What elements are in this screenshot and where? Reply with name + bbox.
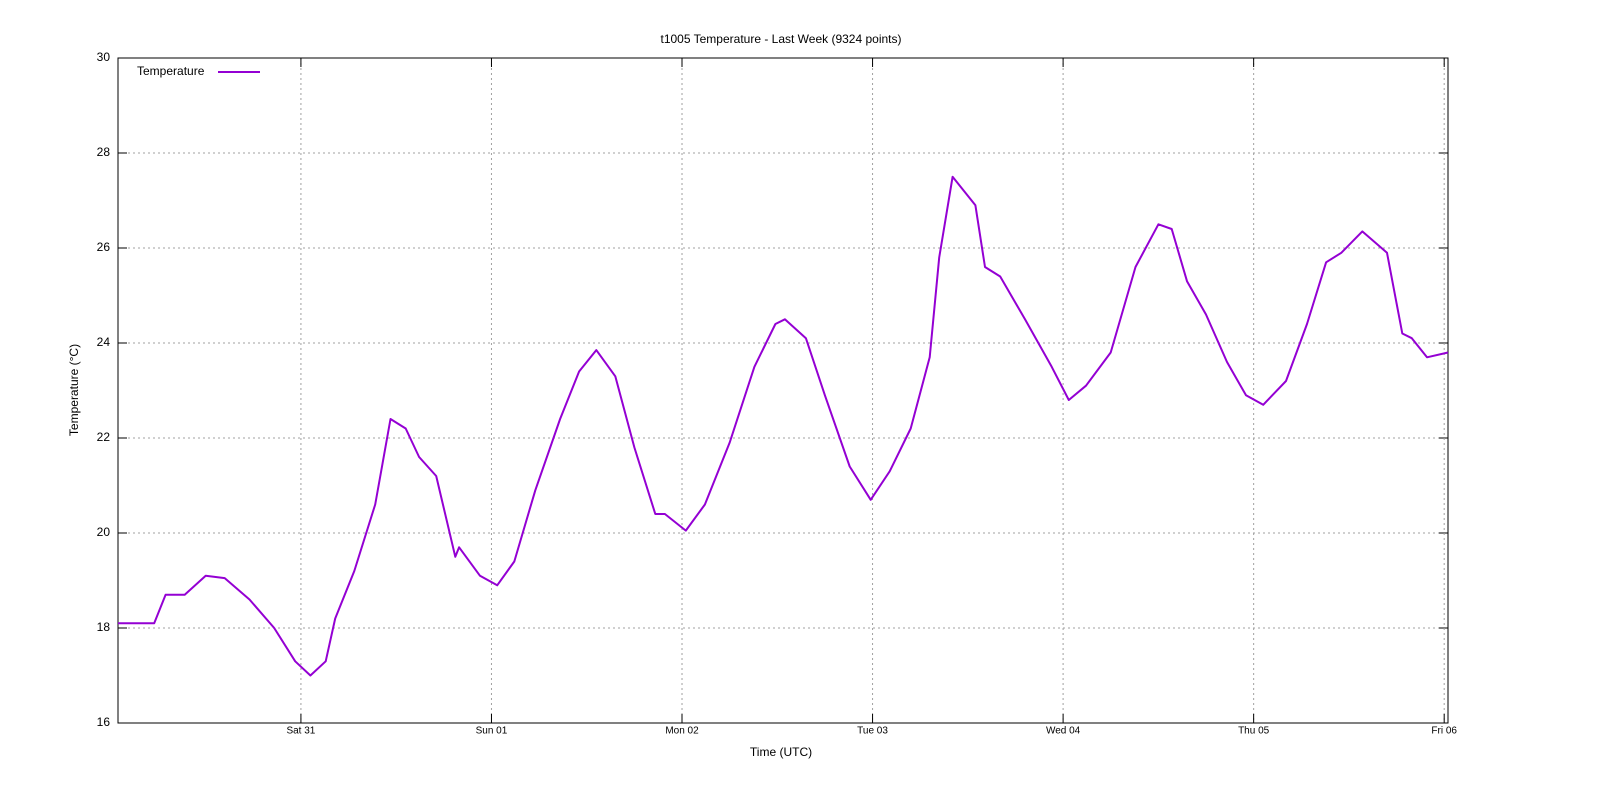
x-tick-label: Tue 03 <box>857 726 888 737</box>
chart-title: t1005 Temperature - Last Week (9324 poin… <box>660 32 901 46</box>
plot-border <box>117 57 1449 724</box>
x-tick-label: Sun 01 <box>476 726 508 737</box>
y-tick-label: 26 <box>97 240 111 254</box>
data-line <box>118 175 1449 677</box>
y-tick-label: 24 <box>97 335 111 349</box>
legend-label: Temperature <box>137 64 205 78</box>
y-tick-label: 20 <box>97 525 111 539</box>
x-tick-label: Fri 06 <box>1431 726 1457 737</box>
x-tick-label: Wed 04 <box>1046 726 1081 737</box>
y-tick-label: 28 <box>97 145 111 159</box>
x-tick-label: Mon 02 <box>665 726 699 737</box>
x-axis-label: Time (UTC) <box>750 745 812 759</box>
x-tick-label: Thu 05 <box>1238 726 1270 737</box>
y-axis-label: Temperature (°C) <box>67 344 81 436</box>
y-tick-label: 16 <box>97 715 111 729</box>
x-tick-label: Sat 31 <box>286 726 315 737</box>
y-tick-label: 30 <box>97 50 111 64</box>
y-tick-label: 22 <box>97 430 111 444</box>
y-tick-label: 18 <box>97 620 111 634</box>
